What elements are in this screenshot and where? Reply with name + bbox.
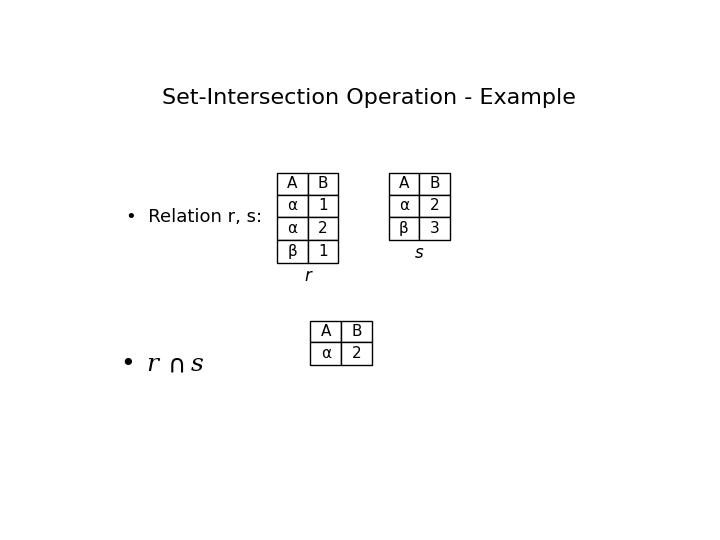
Text: •  Relation r, s:: • Relation r, s: xyxy=(126,207,262,226)
Bar xyxy=(419,173,450,194)
Bar xyxy=(310,342,341,365)
Text: β: β xyxy=(399,221,409,237)
Bar xyxy=(389,218,419,240)
Text: α: α xyxy=(320,346,330,361)
Text: B: B xyxy=(429,176,440,191)
Text: 2: 2 xyxy=(351,346,361,361)
Bar xyxy=(277,240,307,263)
Text: •: • xyxy=(121,352,135,376)
Text: 3: 3 xyxy=(430,221,439,237)
Text: β: β xyxy=(287,244,297,259)
Bar xyxy=(307,240,338,263)
Bar xyxy=(307,194,338,218)
Text: A: A xyxy=(287,176,297,191)
Bar xyxy=(419,218,450,240)
Bar xyxy=(389,194,419,218)
Bar xyxy=(307,173,338,194)
Text: α: α xyxy=(287,221,297,237)
Bar xyxy=(277,194,307,218)
Text: 2: 2 xyxy=(318,221,328,237)
Text: A: A xyxy=(320,324,331,339)
Text: r: r xyxy=(304,267,311,285)
Bar xyxy=(341,342,372,365)
Text: B: B xyxy=(318,176,328,191)
Text: 1: 1 xyxy=(318,199,328,213)
Bar xyxy=(307,218,338,240)
Bar xyxy=(419,194,450,218)
Text: A: A xyxy=(399,176,409,191)
Text: ∩: ∩ xyxy=(168,352,186,376)
Text: Set-Intersection Operation - Example: Set-Intersection Operation - Example xyxy=(162,88,576,108)
Text: s: s xyxy=(415,244,423,262)
Bar xyxy=(341,321,372,342)
Text: r: r xyxy=(145,353,158,376)
Text: α: α xyxy=(399,199,409,213)
Bar xyxy=(389,173,419,194)
Bar xyxy=(277,173,307,194)
Text: s: s xyxy=(190,353,203,376)
Text: α: α xyxy=(287,199,297,213)
Text: B: B xyxy=(351,324,361,339)
Bar xyxy=(310,321,341,342)
Text: 1: 1 xyxy=(318,244,328,259)
Text: 2: 2 xyxy=(430,199,439,213)
Bar xyxy=(277,218,307,240)
